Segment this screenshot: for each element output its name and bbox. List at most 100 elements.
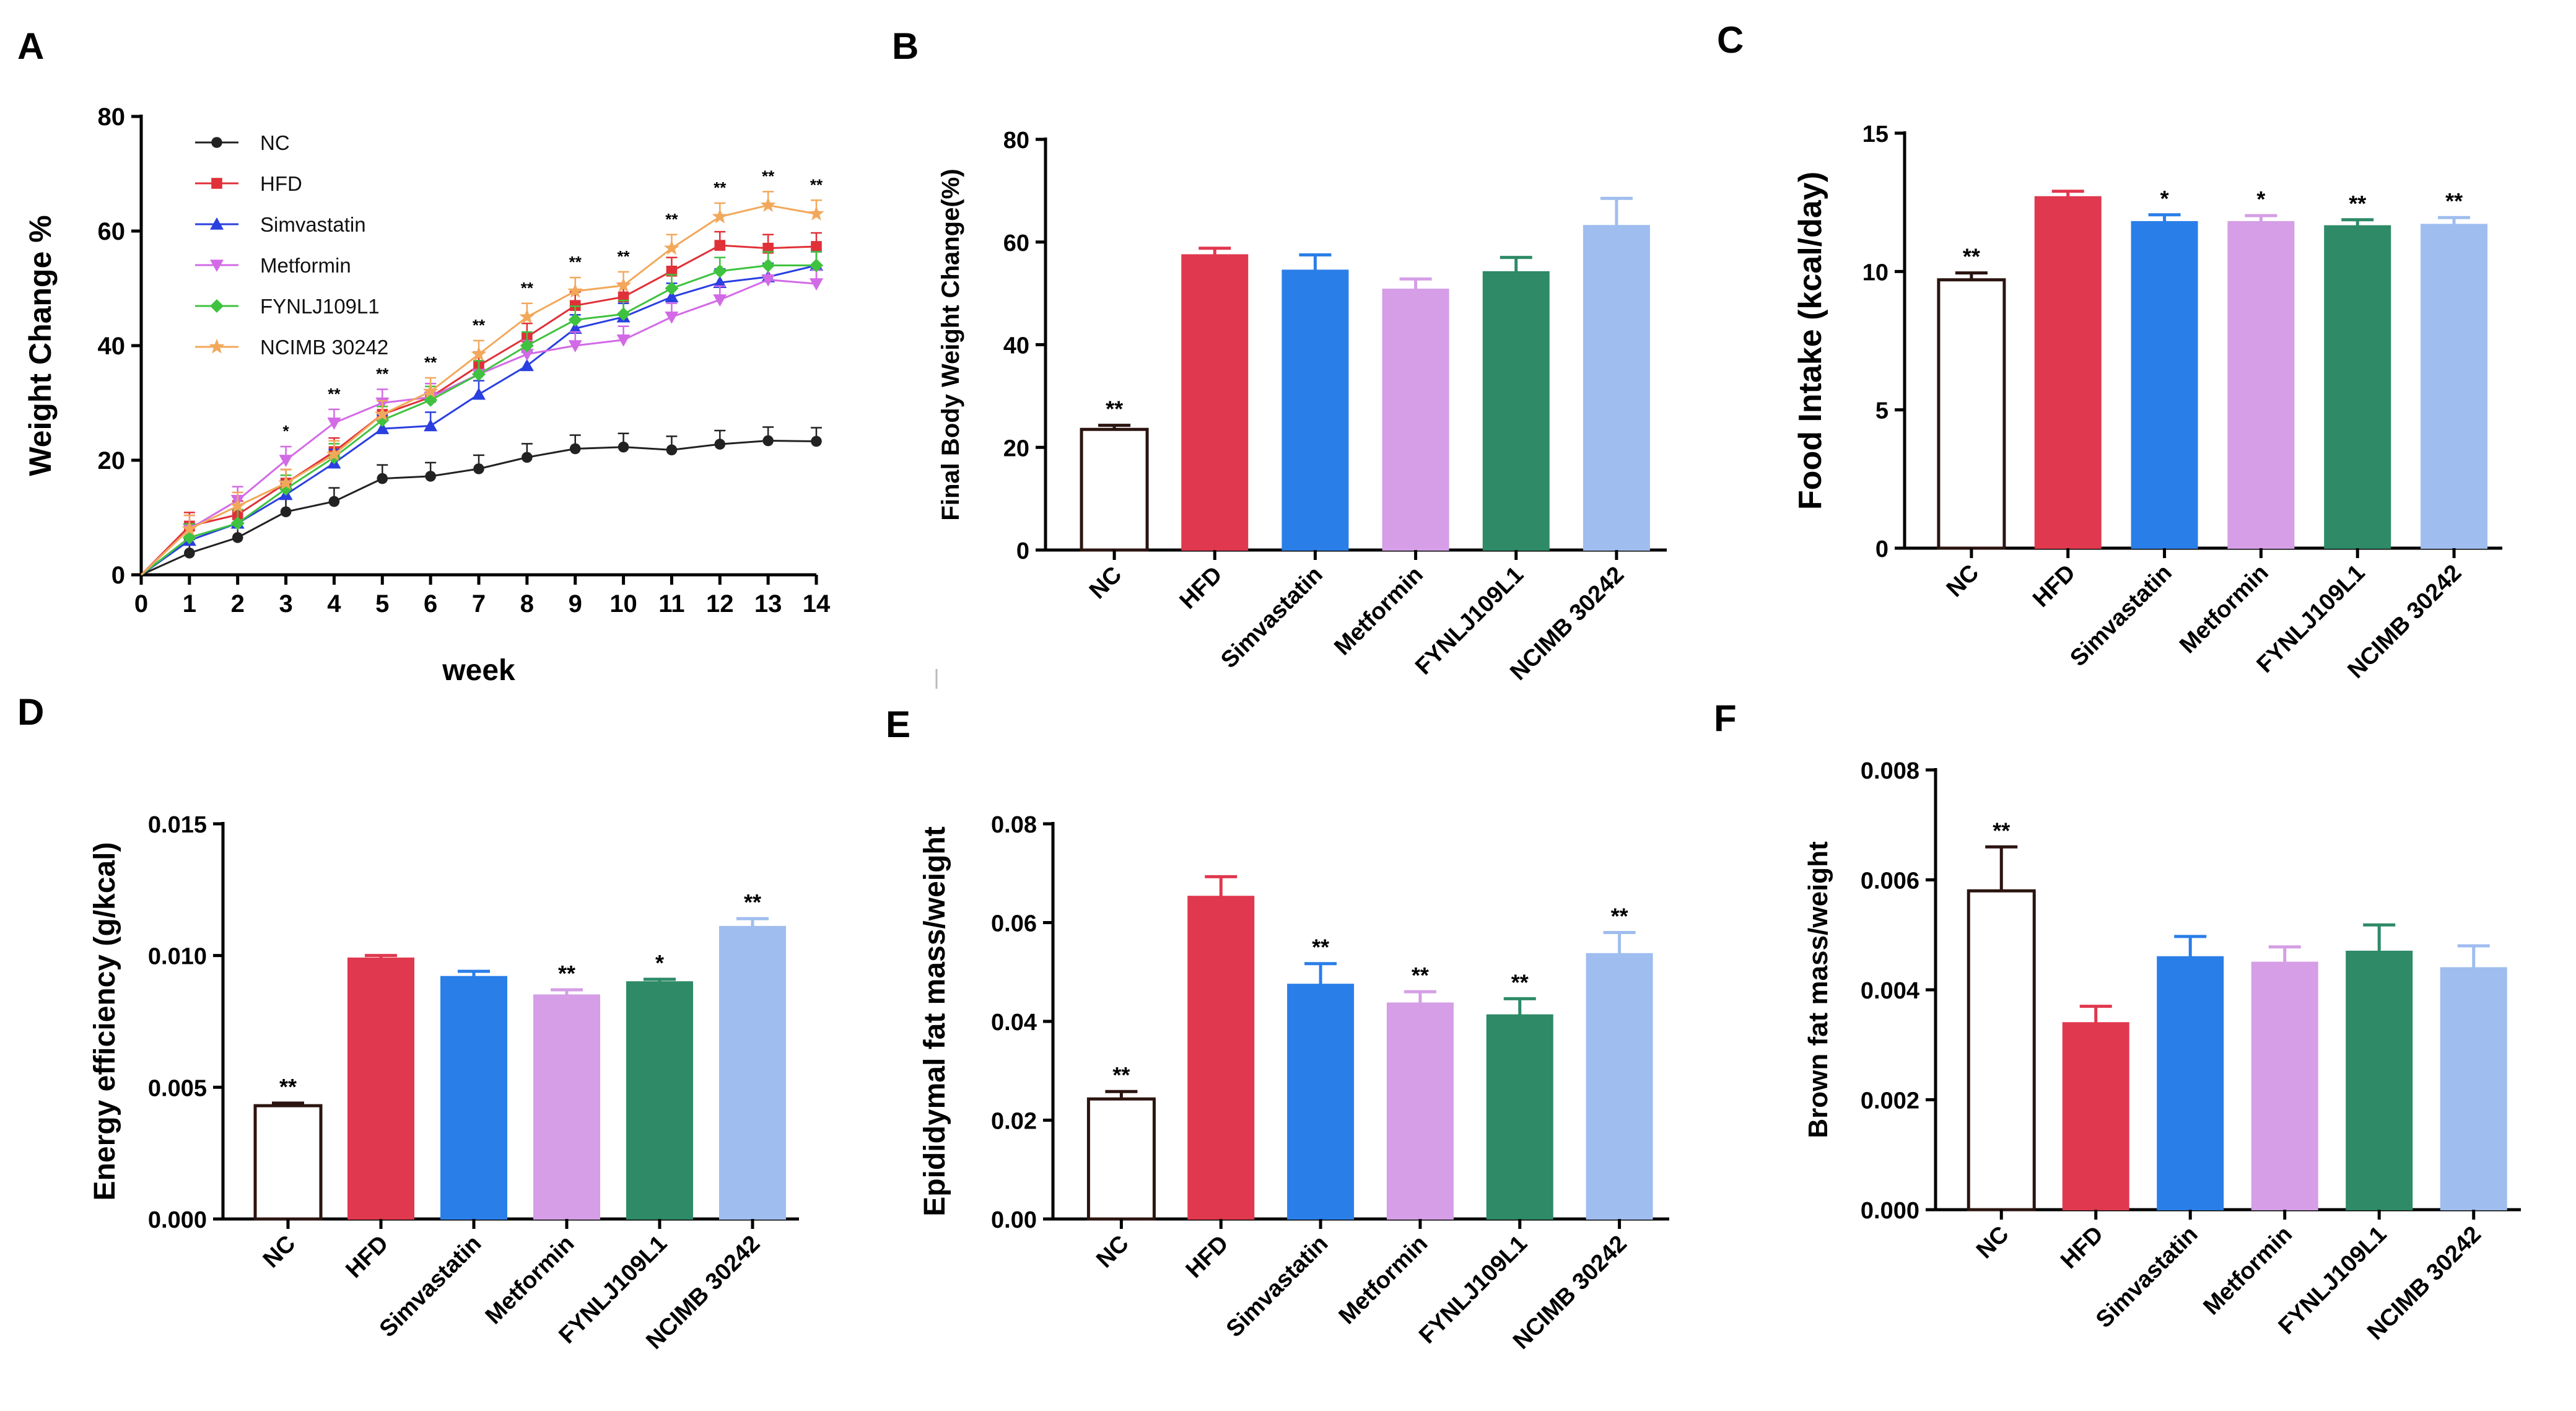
bar-hfd (1181, 254, 1249, 551)
x-tick-label: Metformin (1329, 562, 1428, 661)
y-axis-label: Weight Change % (23, 215, 58, 476)
significance-marker: ** (617, 247, 630, 266)
significance-marker: ** (665, 210, 678, 229)
marker-star (663, 240, 679, 255)
marker-star (760, 197, 776, 212)
significance-marker: ** (558, 961, 575, 986)
marker-circle (184, 548, 195, 559)
x-tick-label: NC (1091, 1231, 1134, 1273)
significance-marker: * (2256, 186, 2265, 212)
y-tick-label: 60 (1003, 230, 1029, 256)
y-tick-label: 0.02 (991, 1109, 1037, 1135)
marker-triangle-down (665, 311, 679, 324)
marker-triangle-up (210, 217, 224, 230)
chart-e-epididymal-fat: 0.00 0.02 0.04 0.06 0.08 Epididymal fat mass/… (919, 812, 1669, 1355)
marker-square (211, 178, 222, 189)
marker-star (616, 277, 632, 292)
bar-metformin (533, 994, 600, 1220)
marker-diamond (665, 281, 679, 295)
marker-circle (211, 137, 222, 148)
x-tick-label: HFD (2056, 1221, 2108, 1274)
x-tick-label: Simvastatin (2065, 560, 2177, 672)
x-tick-label: NC (1971, 1221, 2014, 1264)
marker-square (666, 265, 678, 277)
marker-circle (811, 435, 822, 447)
marker-diamond (713, 264, 727, 278)
marker-circle (666, 444, 678, 456)
chart-d-energy-efficiency: 0.000 0.005 0.010 0.015 Energy efficiency (g… (89, 812, 799, 1355)
x-tick-label: NC (1085, 562, 1127, 605)
x-tick-label: Metformin (481, 1231, 580, 1330)
y-tick-label: 40 (98, 333, 126, 360)
marker-circle (473, 463, 484, 474)
significance-marker: ** (744, 889, 761, 915)
bar-ncimb-30242 (2440, 967, 2507, 1210)
bar-simvastatin (2131, 221, 2198, 549)
marker-star (567, 282, 583, 298)
bar-hfd (1187, 896, 1255, 1220)
x-tick-label: NC (1942, 560, 1984, 603)
y-tick-label: 0.08 (991, 812, 1037, 838)
bar-simvastatin (440, 976, 507, 1220)
bar-simvastatin (2157, 956, 2224, 1210)
series-ncimb-30242 (140, 191, 824, 576)
bar-simvastatin (1287, 984, 1355, 1220)
marker-triangle-down (568, 340, 582, 352)
legend-label: HFD (260, 172, 302, 195)
marker-diamond (616, 307, 631, 321)
y-tick-label: 40 (1003, 333, 1029, 359)
significance-marker: * (2160, 186, 2169, 211)
bar-ncimb-30242 (1586, 953, 1653, 1220)
x-tick-label: 10 (609, 590, 637, 618)
bar-hfd (347, 957, 414, 1220)
panel-label-c: C (1717, 19, 1744, 61)
y-tick-label: 10 (1862, 260, 1888, 286)
marker-diamond (472, 367, 486, 382)
panel-label-d: D (17, 691, 44, 733)
bar-fynlj109l1 (1482, 271, 1550, 551)
x-tick-label: 2 (231, 590, 245, 618)
marker-star (712, 208, 728, 224)
significance-marker: ** (1412, 963, 1429, 988)
marker-circle (714, 439, 726, 450)
x-tick-label: 14 (803, 590, 831, 618)
marker-star (422, 383, 439, 398)
panel-label-f: F (1714, 697, 1737, 739)
marker-triangle-down (810, 278, 823, 291)
x-tick-label: 12 (706, 590, 734, 618)
x-tick-label: 11 (658, 590, 684, 618)
y-tick-label: 0.004 (1861, 978, 1919, 1004)
marker-star (471, 346, 487, 361)
significance-marker: ** (376, 365, 389, 383)
panel-label-b: B (892, 25, 919, 67)
y-axis-label: Energy efficiency (g/kcal) (89, 842, 121, 1201)
bar-fynlj109l1 (1486, 1014, 1553, 1220)
x-tick-label: Metformin (1334, 1231, 1433, 1330)
legend-item: Metformin (195, 254, 351, 277)
panel-label-e: E (886, 704, 910, 745)
marker-star (808, 206, 824, 221)
series-nc (141, 426, 822, 576)
marker-star (374, 406, 390, 421)
legend-item: FYNLJ109L1 (195, 295, 380, 318)
x-tick-label: NC (258, 1231, 301, 1273)
significance-marker: ** (1511, 969, 1529, 995)
x-tick-label: HFD (1175, 562, 1228, 614)
x-tick-label: HFD (1181, 1231, 1234, 1283)
y-tick-label: 0.002 (1861, 1088, 1919, 1114)
bar-metformin (2251, 961, 2318, 1210)
marker-diamond (230, 516, 245, 530)
marker-circle (425, 471, 436, 482)
marker-star (278, 474, 294, 490)
legend-label: NC (260, 131, 290, 154)
y-tick-label: 5 (1875, 398, 1888, 424)
significance-marker: ** (714, 178, 727, 197)
legend-item: Simvastatin (195, 213, 366, 236)
y-tick-label: 80 (98, 103, 126, 131)
marker-star (209, 338, 225, 354)
legend: NC HFD Simvastatin Metformin FYNLJ109L1 NCIMB… (195, 131, 388, 359)
y-tick-label: 15 (1862, 121, 1888, 147)
significance-marker: * (655, 950, 664, 976)
